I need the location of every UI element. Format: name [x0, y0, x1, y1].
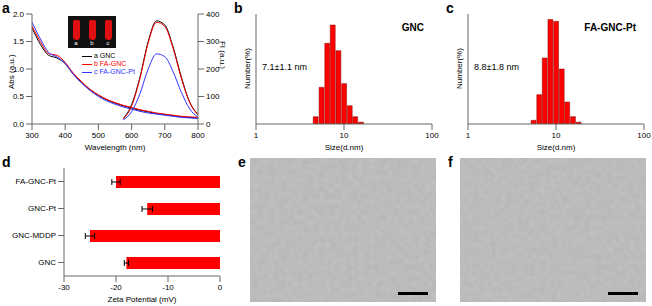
html-text:a: a [2, 0, 10, 16]
html-text:a GNC: a GNC [94, 52, 116, 59]
html-text:b: b [234, 0, 243, 16]
html-text:c: c [106, 40, 110, 46]
svg-text:0: 0 [206, 120, 211, 129]
svg-text:200: 200 [206, 65, 220, 74]
svg-text:Number(%): Number(%) [455, 48, 464, 89]
html-text:c FA-GNC-Pt: c FA-GNC-Pt [94, 68, 135, 75]
svg-text:1: 1 [466, 131, 471, 140]
svg-text:GNC-MDDP: GNC-MDDP [12, 231, 56, 240]
svg-text:Size(d.nm): Size(d.nm) [325, 143, 364, 152]
svg-text:-10: -10 [162, 283, 174, 292]
svg-text:10: 10 [552, 131, 561, 140]
svg-text:500: 500 [92, 131, 106, 140]
svg-text:600: 600 [125, 131, 139, 140]
svg-text:100: 100 [637, 131, 651, 140]
html-text:8.8±1.8 nm: 8.8±1.8 nm [474, 62, 519, 72]
html-text:FA-GNC-Pt: FA-GNC-Pt [584, 22, 636, 33]
svg-text:100: 100 [206, 92, 220, 101]
html-text:7.1±1.1 nm: 7.1±1.1 nm [262, 62, 307, 72]
svg-text:Zeta Potential (mV): Zeta Potential (mV) [108, 295, 177, 304]
svg-text:800: 800 [191, 131, 205, 140]
svg-text:300: 300 [25, 131, 39, 140]
svg-text:100: 100 [425, 131, 439, 140]
svg-text:400: 400 [206, 10, 220, 19]
svg-text:Number(%): Number(%) [243, 48, 252, 89]
svg-text:GNC: GNC [38, 258, 56, 267]
svg-text:400: 400 [59, 131, 73, 140]
svg-text:1.5: 1.5 [13, 37, 25, 46]
svg-text:2.0: 2.0 [13, 10, 25, 19]
svg-text:1: 1 [254, 131, 259, 140]
svg-text:-20: -20 [110, 283, 122, 292]
svg-text:0: 0 [218, 283, 223, 292]
html-text:GNC: GNC [401, 22, 424, 33]
svg-text:-30: -30 [58, 283, 70, 292]
svg-text:GNC-Pt: GNC-Pt [28, 204, 57, 213]
html-text:e: e [238, 154, 246, 170]
svg-text:10: 10 [340, 131, 349, 140]
svg-text:0.5: 0.5 [13, 92, 25, 101]
svg-text:1.0: 1.0 [12, 64, 24, 74]
svg-text:Abs (a.u.): Abs (a.u.) [7, 54, 16, 89]
svg-text:Size(d.nm): Size(d.nm) [537, 143, 576, 152]
svg-text:0.0: 0.0 [13, 120, 25, 129]
html-text:f: f [448, 154, 453, 170]
html-text:c: c [446, 0, 454, 16]
svg-text:300: 300 [206, 37, 220, 46]
html-text:a: a [74, 40, 78, 46]
html-text:d: d [2, 154, 11, 170]
svg-text:Wavelength (nm): Wavelength (nm) [85, 143, 146, 152]
html-text:b: b [90, 40, 94, 46]
svg-text:FI (a.u.): FI (a.u.) [218, 41, 227, 69]
html-text:b FA-GNC: b FA-GNC [94, 60, 127, 67]
svg-text:FA-GNC-Pt: FA-GNC-Pt [16, 177, 57, 186]
svg-text:700: 700 [158, 131, 172, 140]
